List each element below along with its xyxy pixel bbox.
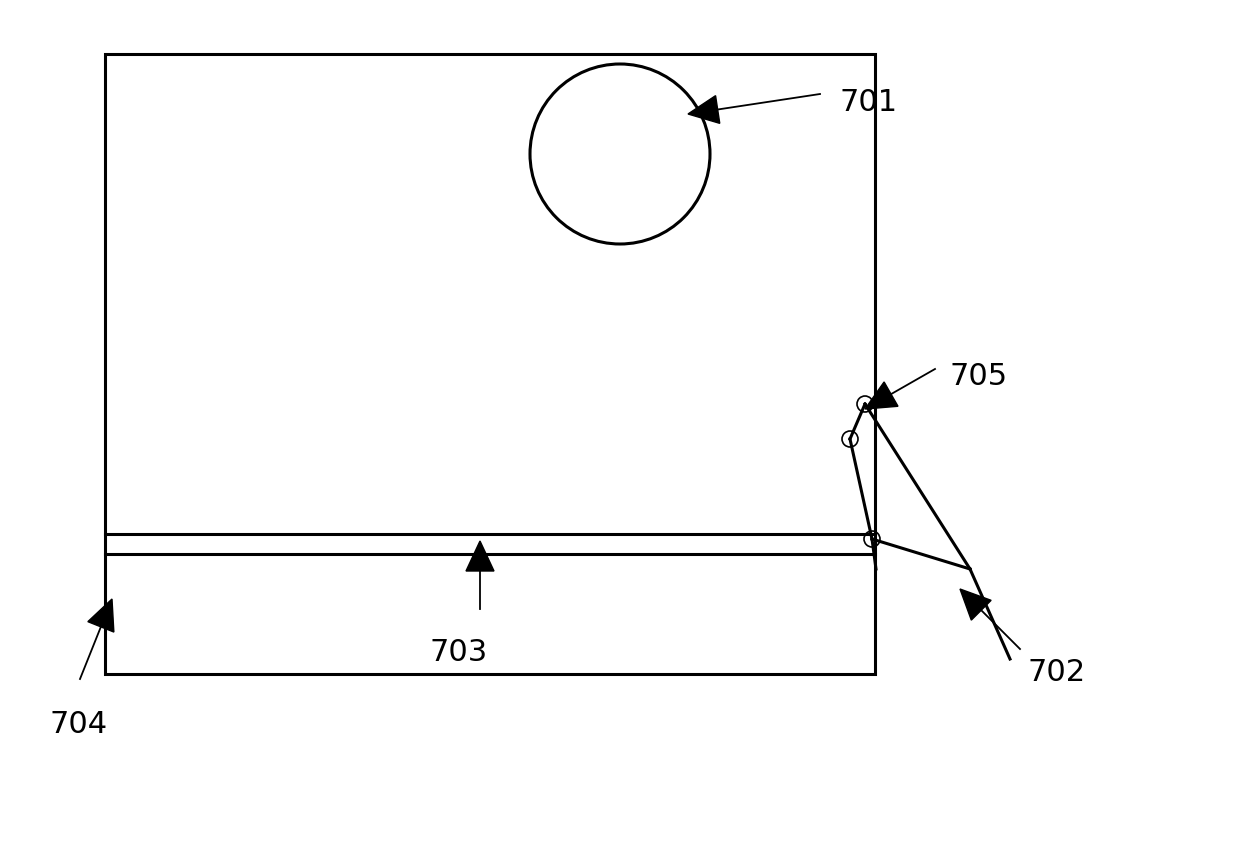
Text: 701: 701 <box>839 88 898 116</box>
Text: 703: 703 <box>430 637 489 666</box>
Polygon shape <box>466 541 494 571</box>
Text: 704: 704 <box>50 709 108 738</box>
Text: 702: 702 <box>1028 657 1086 686</box>
Polygon shape <box>866 382 898 409</box>
Bar <box>105 55 875 674</box>
Text: 705: 705 <box>950 361 1008 391</box>
Polygon shape <box>688 96 719 124</box>
Polygon shape <box>88 599 114 632</box>
Polygon shape <box>960 589 991 620</box>
